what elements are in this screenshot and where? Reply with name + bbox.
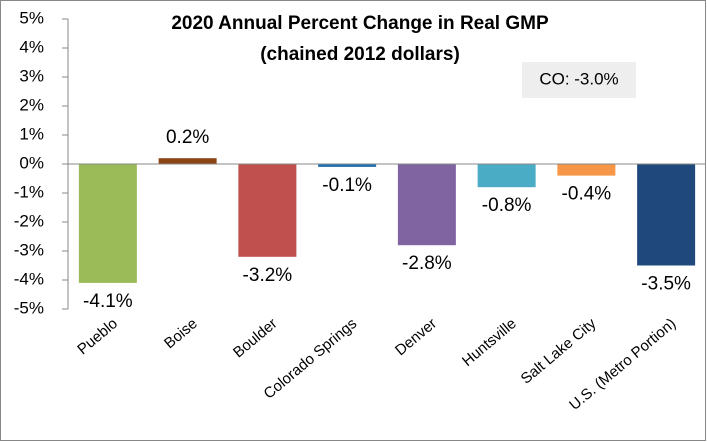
bar: [477, 164, 536, 188]
data-label: 0.2%: [166, 127, 209, 148]
chart-subtitle: (chained 2012 dollars): [260, 44, 460, 65]
bar: [78, 164, 137, 283]
data-label: -0.8%: [482, 195, 532, 216]
bar: [158, 158, 217, 164]
y-tick-label: 5%: [19, 8, 44, 27]
data-label: -4.1%: [83, 291, 133, 312]
data-label: -2.8%: [402, 253, 452, 274]
annotation-box: [522, 62, 636, 98]
y-tick-label: 3%: [19, 66, 44, 85]
annotation: CO: -3.0%: [539, 69, 618, 88]
bar: [637, 164, 696, 266]
y-tick-label: -3%: [14, 240, 44, 259]
y-tick-label: -4%: [14, 269, 44, 288]
data-label: -0.4%: [562, 184, 612, 205]
y-tick-label: 0%: [19, 153, 44, 172]
data-label: -3.2%: [243, 265, 293, 286]
bar: [557, 164, 616, 176]
y-tick-label: 1%: [19, 124, 44, 143]
bar: [397, 164, 456, 246]
bar: [238, 164, 297, 257]
y-tick-label: 2%: [19, 95, 44, 114]
y-tick-label: -1%: [14, 182, 44, 201]
data-label: -3.5%: [641, 274, 691, 295]
y-tick-label: 4%: [19, 37, 44, 56]
data-label: -0.1%: [322, 175, 372, 196]
chart-title: 2020 Annual Percent Change in Real GMP: [171, 13, 549, 34]
bar: [318, 164, 377, 167]
y-tick-label: -2%: [14, 211, 44, 230]
y-tick-label: -5%: [14, 298, 44, 317]
